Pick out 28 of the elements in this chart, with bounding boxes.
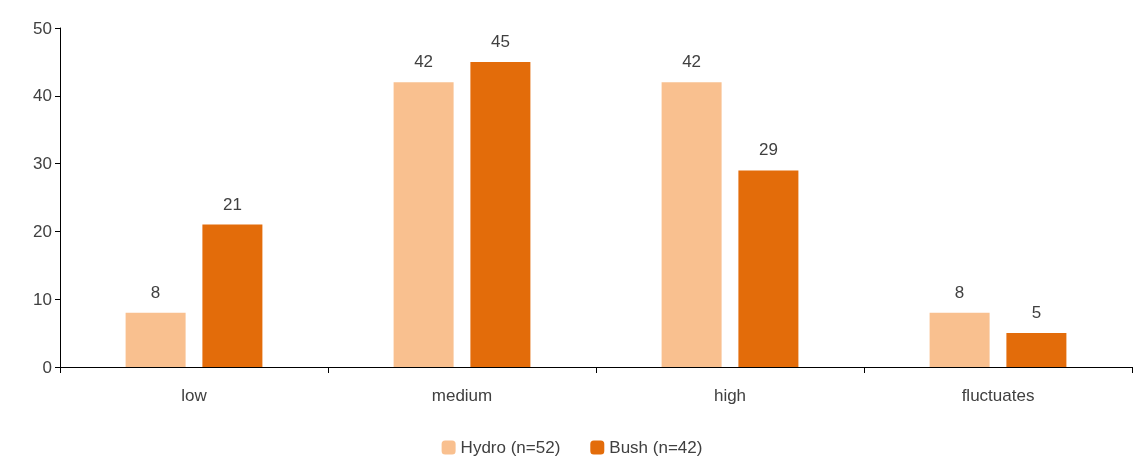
- bar: [393, 82, 454, 367]
- bar: [202, 224, 263, 367]
- x-tick-label: low: [181, 386, 208, 405]
- bar: [125, 312, 186, 367]
- bar: [470, 61, 531, 367]
- y-tick-label: 10: [33, 289, 52, 309]
- y-tick-label: 20: [33, 221, 52, 241]
- legend-label: Hydro (n=52): [460, 438, 561, 457]
- y-tick-label: 0: [42, 357, 52, 377]
- y-tick-label: 50: [33, 18, 52, 38]
- bar: [661, 82, 722, 367]
- data-label: 8: [954, 282, 965, 302]
- x-tick-label: fluctuates: [961, 386, 1035, 405]
- data-label: 45: [490, 31, 510, 51]
- bar: [929, 312, 990, 367]
- data-label: 42: [414, 52, 434, 72]
- data-label: 42: [682, 52, 702, 72]
- data-label: 5: [1031, 303, 1042, 323]
- data-label: 29: [758, 140, 778, 160]
- x-tick-label: high: [713, 386, 747, 405]
- y-tick-label: 30: [33, 154, 52, 174]
- x-tick-label: medium: [431, 386, 493, 405]
- data-label: 21: [222, 194, 242, 214]
- bar: [1006, 333, 1067, 367]
- data-label: 8: [150, 282, 161, 302]
- legend-label: Bush (n=42): [609, 438, 703, 457]
- bar: [738, 170, 799, 367]
- y-tick-label: 40: [33, 86, 52, 106]
